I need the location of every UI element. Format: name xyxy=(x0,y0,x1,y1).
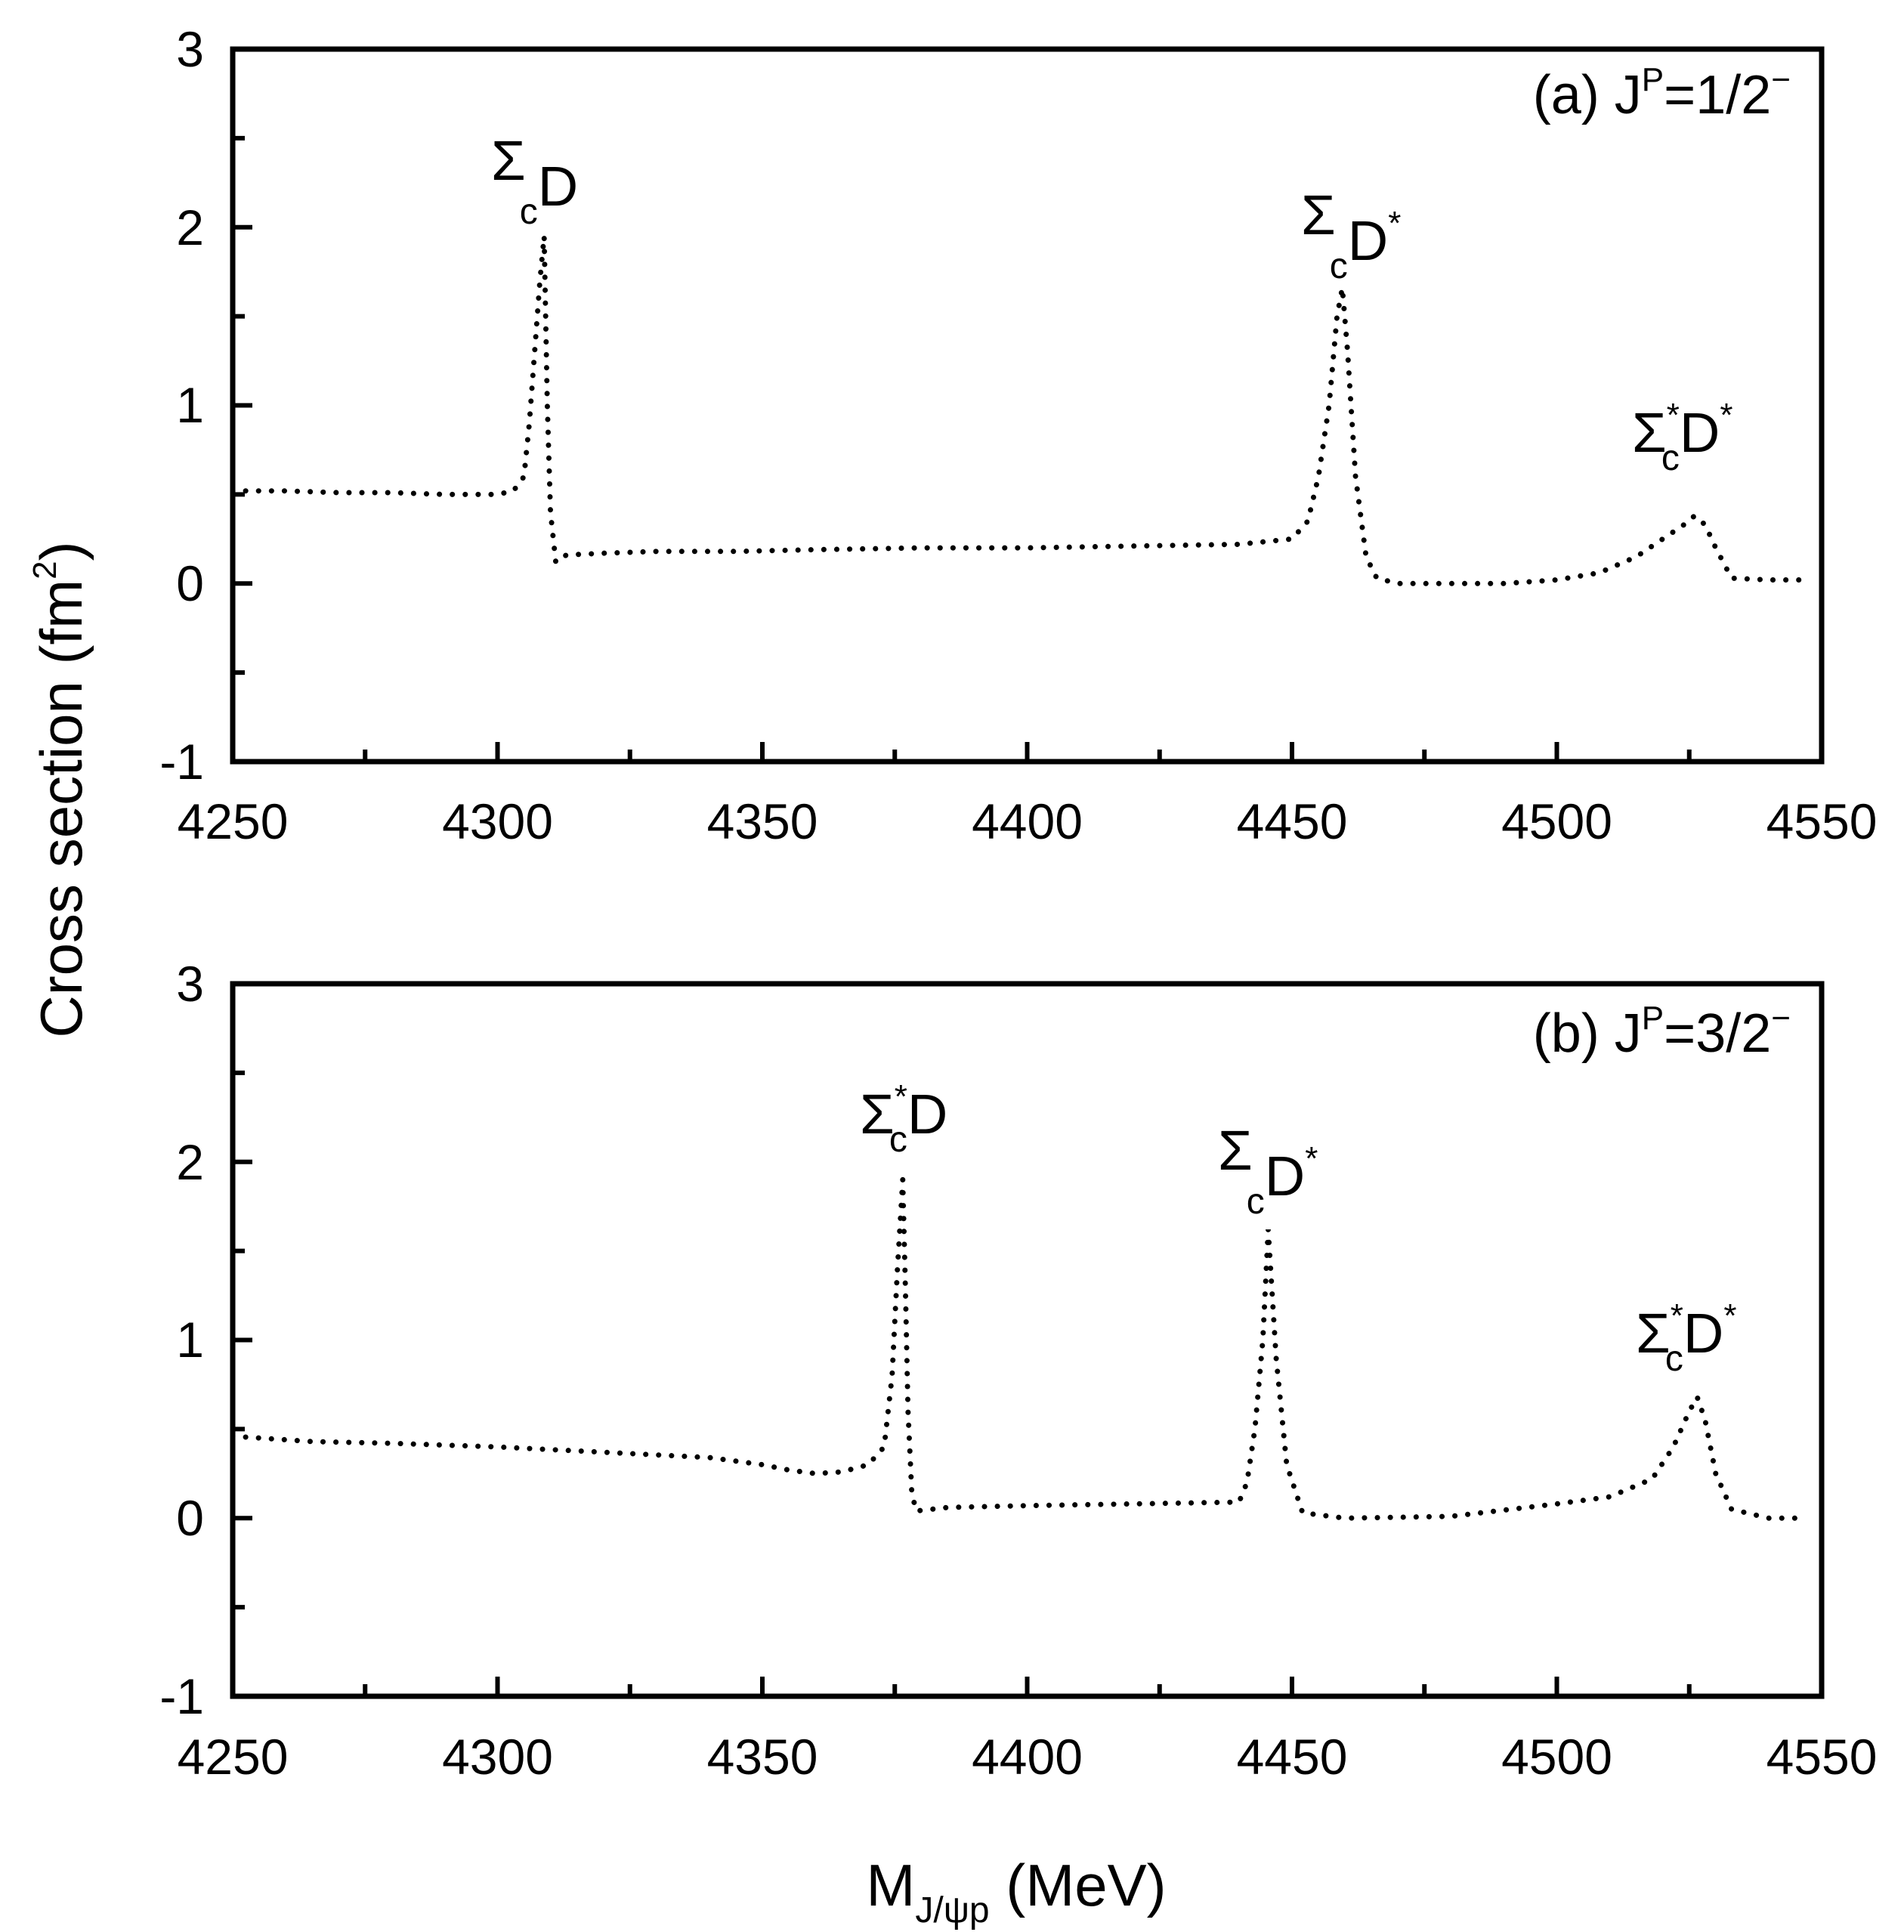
peak-label: Σ* cD xyxy=(860,1078,947,1160)
x-tick-labels: 4250 4300 4350 4400 4450 4500 4550 xyxy=(178,1729,1878,1785)
panel-label: (a) JP=1/2− xyxy=(1533,61,1791,125)
x-tick-label: 4300 xyxy=(442,1729,553,1785)
x-tick-label: 4400 xyxy=(972,793,1083,849)
panel-a: 4250 4300 4350 4400 4450 4500 4550 -1 0 … xyxy=(159,21,1877,849)
series xyxy=(230,236,1804,586)
y-ticks xyxy=(233,981,252,1699)
series xyxy=(230,1179,1804,1521)
x-tick-labels: 4250 4300 4350 4400 4450 4500 4550 xyxy=(178,793,1878,849)
y-axis-title: Cross section (fm2) xyxy=(26,541,94,1037)
y-tick-label: 1 xyxy=(176,377,204,433)
x-ticks xyxy=(230,742,1824,762)
peak-label: Σ* cD* xyxy=(1632,397,1732,478)
y-tick-label: -1 xyxy=(159,1668,204,1724)
y-tick-label: 2 xyxy=(176,1134,204,1190)
y-tick-label: 3 xyxy=(176,956,204,1012)
y-tick-labels: -1 0 1 2 3 xyxy=(159,956,204,1724)
x-axis-title: MJ/ψp (MeV) xyxy=(866,1852,1166,1930)
y-tick-label: 0 xyxy=(176,555,204,611)
plot-frame xyxy=(230,46,1825,765)
panel-label: (b) JP=3/2− xyxy=(1533,1000,1791,1064)
y-tick-label: 1 xyxy=(176,1312,204,1368)
x-tick-label: 4250 xyxy=(178,793,289,849)
y-tick-label: -1 xyxy=(159,734,204,790)
y-ticks xyxy=(233,47,252,764)
x-tick-label: 4300 xyxy=(442,793,553,849)
y-tick-label: 2 xyxy=(176,199,204,255)
panel-b: 4250 4300 4350 4400 4450 4500 4550 -1 0 … xyxy=(159,956,1877,1785)
x-tick-label: 4350 xyxy=(707,1729,818,1785)
x-tick-label: 4450 xyxy=(1237,793,1348,849)
x-ticks xyxy=(230,1677,1824,1696)
x-tick-label: 4550 xyxy=(1766,793,1878,849)
x-tick-label: 4500 xyxy=(1501,793,1612,849)
y-tick-label: 0 xyxy=(176,1490,204,1546)
peak-label: Σ* cD* xyxy=(1636,1297,1736,1379)
x-tick-label: 4350 xyxy=(707,793,818,849)
x-tick-label: 4400 xyxy=(972,1729,1083,1785)
y-tick-label: 3 xyxy=(176,21,204,77)
x-tick-label: 4500 xyxy=(1501,1729,1612,1785)
y-tick-labels: -1 0 1 2 3 xyxy=(159,21,204,790)
cross-section-series-line xyxy=(230,1179,1804,1521)
x-tick-label: 4250 xyxy=(178,1729,289,1785)
x-tick-label: 4550 xyxy=(1766,1729,1878,1785)
plot-frame xyxy=(230,981,1825,1699)
cross-section-series-line xyxy=(230,236,1804,586)
x-tick-label: 4450 xyxy=(1237,1729,1348,1785)
